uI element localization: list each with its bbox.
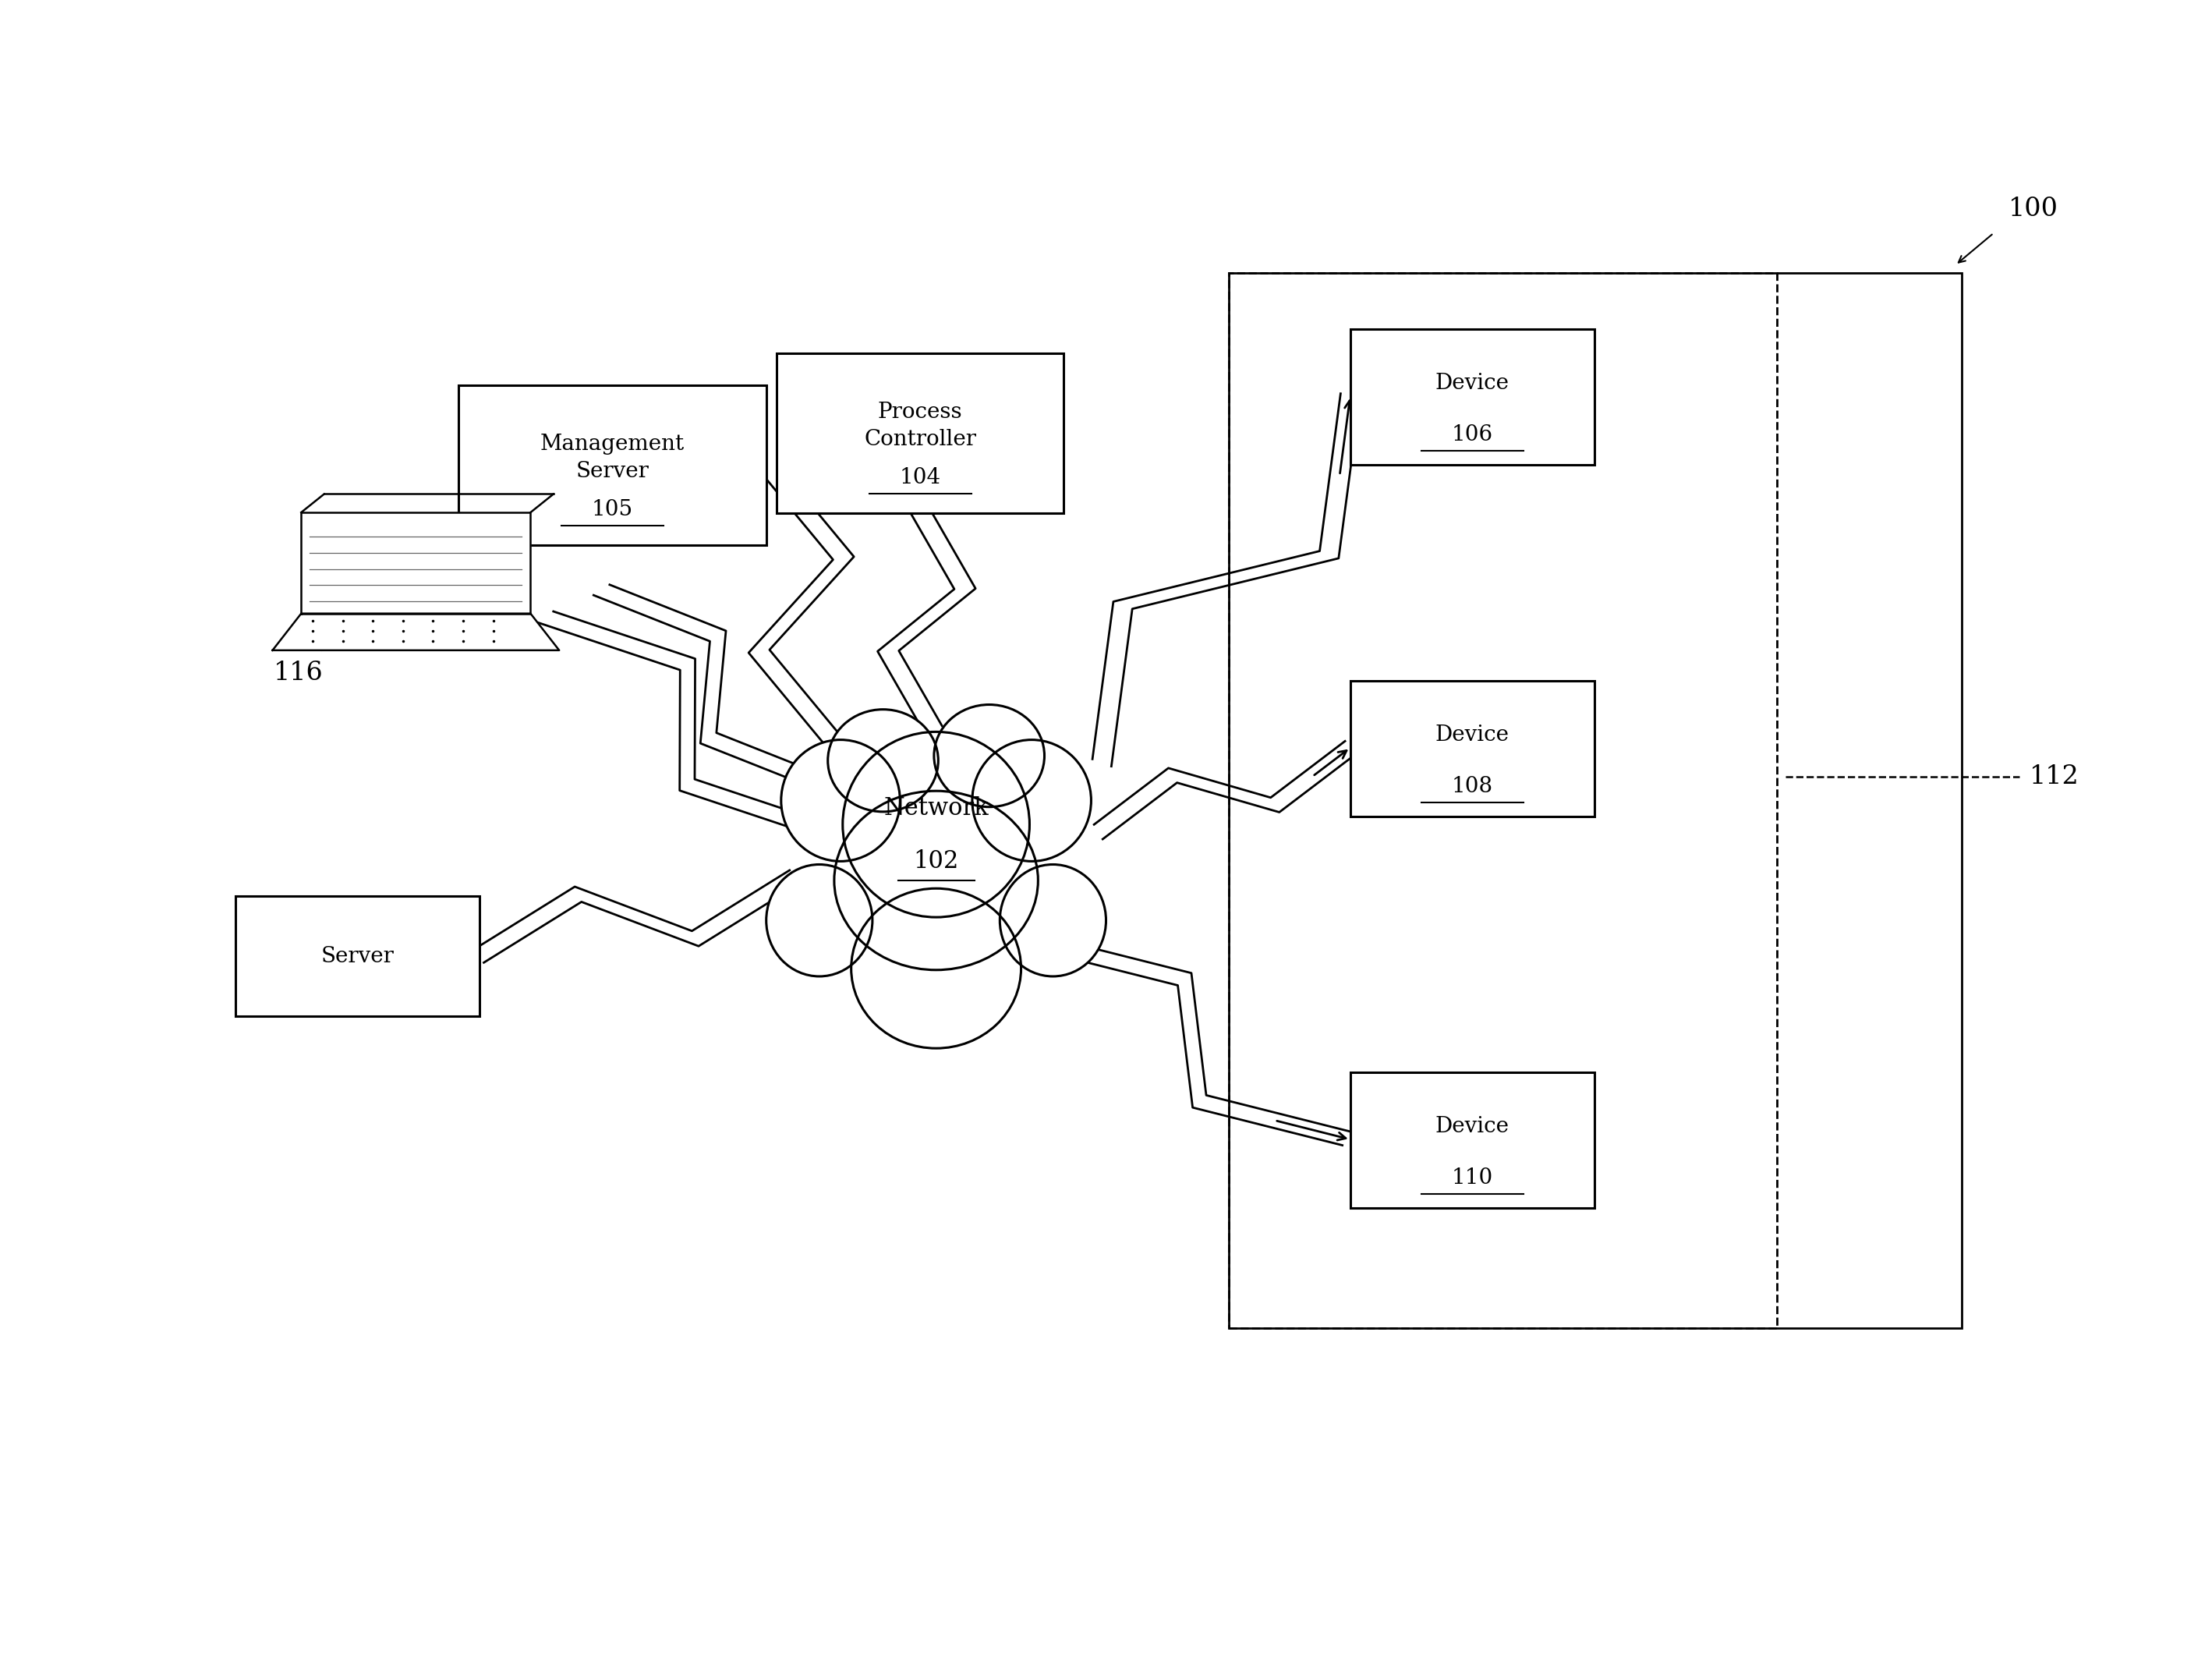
FancyBboxPatch shape [1349,681,1595,816]
Text: Device: Device [1436,373,1509,395]
Text: Server: Server [575,461,648,481]
Text: Device: Device [1436,1116,1509,1137]
Text: Process: Process [878,401,962,423]
Polygon shape [301,513,531,613]
FancyBboxPatch shape [1349,330,1595,465]
Ellipse shape [933,704,1044,808]
Text: Management: Management [540,433,684,455]
Ellipse shape [765,864,872,976]
Polygon shape [272,613,560,651]
Text: Server: Server [321,946,394,967]
Text: 104: 104 [900,468,940,488]
Text: Device: Device [1436,724,1509,746]
Text: 106: 106 [1451,425,1493,446]
Text: 105: 105 [591,500,633,519]
Text: Controller: Controller [865,430,975,450]
FancyBboxPatch shape [1349,1072,1595,1209]
Ellipse shape [834,791,1037,971]
FancyBboxPatch shape [234,896,480,1016]
FancyBboxPatch shape [776,353,1064,513]
Ellipse shape [781,739,900,861]
Ellipse shape [843,733,1029,917]
Text: -114: -114 [380,947,438,972]
Text: 102: 102 [914,849,958,874]
Ellipse shape [852,889,1022,1049]
Text: 100: 100 [2008,196,2059,221]
FancyBboxPatch shape [458,385,765,544]
Ellipse shape [1000,864,1106,976]
Text: 112: 112 [2031,764,2079,789]
Text: 108: 108 [1451,776,1493,798]
Text: 116: 116 [274,661,323,684]
Ellipse shape [827,709,938,813]
Ellipse shape [973,739,1091,861]
Text: Network: Network [883,796,989,821]
Text: 110: 110 [1451,1167,1493,1189]
